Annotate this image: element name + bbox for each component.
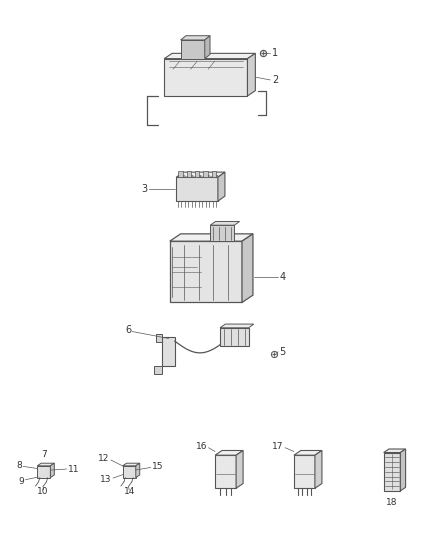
Text: 14: 14 (124, 487, 136, 496)
Text: 2: 2 (272, 75, 279, 85)
Polygon shape (123, 463, 140, 466)
Text: 9: 9 (18, 477, 24, 486)
Text: 1: 1 (272, 49, 279, 58)
Polygon shape (315, 450, 322, 488)
Polygon shape (247, 53, 255, 96)
Polygon shape (215, 450, 243, 455)
Polygon shape (187, 176, 193, 177)
Text: 12: 12 (98, 454, 110, 463)
Polygon shape (210, 222, 240, 225)
Text: 16: 16 (196, 442, 207, 450)
Polygon shape (195, 176, 201, 177)
Polygon shape (205, 36, 210, 59)
Polygon shape (37, 466, 50, 478)
Text: 17: 17 (272, 442, 284, 450)
Polygon shape (170, 234, 253, 241)
Text: 8: 8 (16, 461, 22, 470)
Text: 13: 13 (100, 475, 112, 484)
Polygon shape (178, 171, 183, 177)
Polygon shape (218, 172, 225, 201)
Polygon shape (180, 40, 205, 59)
Text: 6: 6 (125, 326, 131, 335)
Polygon shape (178, 176, 185, 177)
Polygon shape (164, 53, 255, 59)
Polygon shape (294, 455, 315, 488)
Polygon shape (242, 234, 253, 303)
Polygon shape (212, 176, 218, 177)
Polygon shape (176, 177, 218, 201)
Polygon shape (220, 328, 248, 346)
Polygon shape (164, 59, 247, 96)
Polygon shape (37, 463, 54, 466)
Text: 5: 5 (279, 347, 286, 357)
Polygon shape (162, 337, 175, 367)
Text: 3: 3 (141, 184, 148, 194)
Polygon shape (212, 171, 216, 177)
Polygon shape (384, 449, 406, 453)
Polygon shape (220, 324, 254, 328)
Text: 15: 15 (152, 462, 163, 471)
Polygon shape (123, 466, 136, 478)
Text: 11: 11 (68, 465, 79, 473)
Polygon shape (400, 449, 406, 491)
Text: 10: 10 (37, 487, 49, 496)
Polygon shape (210, 225, 234, 241)
Polygon shape (236, 450, 243, 488)
Polygon shape (384, 453, 400, 491)
Text: 7: 7 (41, 450, 47, 459)
Polygon shape (180, 36, 210, 40)
Text: 4: 4 (279, 272, 286, 282)
Text: 18: 18 (386, 498, 398, 506)
Polygon shape (215, 455, 236, 488)
Polygon shape (50, 463, 54, 478)
Polygon shape (154, 367, 162, 374)
Polygon shape (156, 335, 162, 342)
Polygon shape (203, 171, 208, 177)
Polygon shape (136, 463, 140, 478)
Polygon shape (203, 176, 210, 177)
Polygon shape (294, 450, 322, 455)
Polygon shape (195, 171, 199, 177)
Polygon shape (187, 171, 191, 177)
Polygon shape (176, 172, 225, 177)
Polygon shape (170, 241, 242, 303)
